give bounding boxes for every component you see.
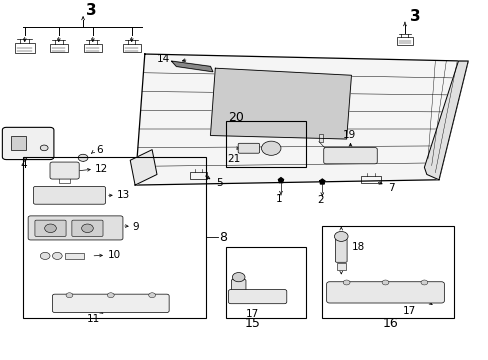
Bar — [11, 136, 26, 150]
Text: 4: 4 — [21, 160, 27, 170]
Text: 6: 6 — [97, 145, 103, 155]
Polygon shape — [130, 150, 157, 185]
Circle shape — [81, 224, 93, 233]
Bar — [336, 263, 345, 270]
Text: 15: 15 — [244, 317, 260, 330]
FancyBboxPatch shape — [335, 239, 346, 262]
Circle shape — [78, 154, 88, 161]
Text: 1: 1 — [276, 194, 282, 203]
Text: 12: 12 — [95, 164, 108, 174]
Circle shape — [40, 252, 50, 260]
Circle shape — [232, 273, 244, 282]
Text: 2: 2 — [317, 195, 324, 205]
Text: 8: 8 — [219, 231, 227, 244]
Bar — [396, 37, 412, 45]
Text: 11: 11 — [87, 314, 100, 324]
Circle shape — [420, 280, 427, 285]
Bar — [322, 226, 453, 318]
FancyArrow shape — [319, 179, 325, 184]
Text: 19: 19 — [343, 130, 356, 140]
Bar — [318, 134, 322, 141]
Text: 14: 14 — [157, 54, 170, 64]
Circle shape — [261, 141, 281, 155]
Circle shape — [148, 293, 155, 298]
Text: 13: 13 — [117, 190, 130, 200]
Bar — [122, 44, 140, 53]
Bar — [225, 121, 305, 167]
FancyBboxPatch shape — [326, 282, 444, 303]
Bar — [84, 44, 102, 53]
FancyBboxPatch shape — [231, 279, 245, 296]
Circle shape — [334, 231, 347, 242]
Bar — [189, 172, 206, 179]
FancyArrow shape — [278, 177, 284, 183]
Text: 5: 5 — [216, 178, 223, 188]
Circle shape — [381, 280, 388, 285]
FancyBboxPatch shape — [238, 143, 259, 153]
FancyBboxPatch shape — [50, 162, 79, 179]
Bar — [50, 44, 67, 53]
Text: 21: 21 — [227, 153, 240, 163]
FancyBboxPatch shape — [33, 186, 105, 204]
Polygon shape — [424, 61, 467, 180]
Text: 20: 20 — [228, 111, 244, 123]
Text: 18: 18 — [351, 242, 364, 252]
Text: 9: 9 — [132, 221, 139, 231]
Text: 10: 10 — [107, 250, 120, 260]
Circle shape — [44, 224, 56, 233]
FancyBboxPatch shape — [28, 216, 122, 240]
Text: 17: 17 — [403, 306, 416, 316]
Bar — [225, 247, 305, 318]
Circle shape — [107, 293, 114, 298]
Text: 3: 3 — [409, 9, 420, 24]
FancyBboxPatch shape — [72, 220, 103, 237]
Circle shape — [343, 280, 349, 285]
Bar — [15, 44, 35, 53]
Polygon shape — [210, 68, 351, 139]
Polygon shape — [171, 61, 212, 72]
Polygon shape — [135, 54, 467, 185]
Circle shape — [40, 145, 48, 151]
Text: 17: 17 — [245, 309, 259, 319]
Text: 3: 3 — [86, 3, 97, 18]
Bar — [64, 253, 84, 259]
FancyBboxPatch shape — [2, 127, 54, 159]
Bar — [361, 176, 380, 183]
Text: 7: 7 — [387, 183, 394, 193]
FancyBboxPatch shape — [35, 220, 66, 237]
Text: 16: 16 — [382, 317, 397, 330]
FancyBboxPatch shape — [52, 294, 169, 312]
Circle shape — [52, 252, 62, 260]
Circle shape — [66, 293, 73, 298]
Bar — [23, 157, 205, 318]
FancyBboxPatch shape — [228, 289, 286, 304]
FancyBboxPatch shape — [323, 148, 376, 164]
